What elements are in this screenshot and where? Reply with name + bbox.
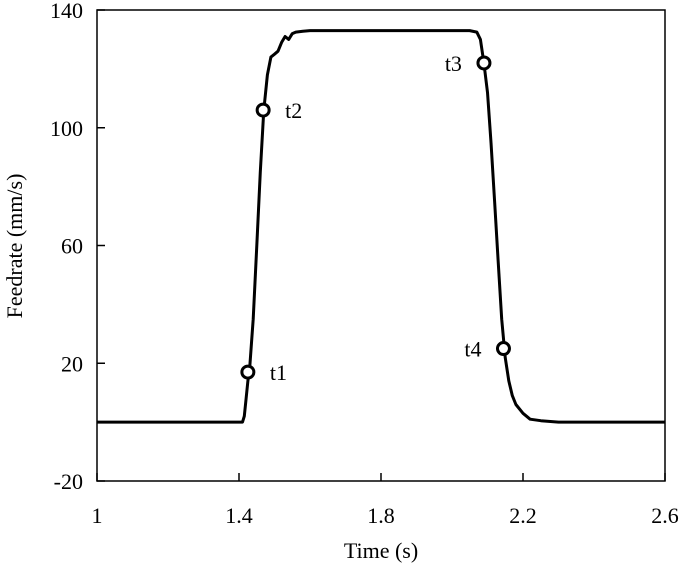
series-layer: [97, 29, 665, 424]
y-tick-label: 60: [61, 234, 83, 259]
marker-label-t3: t3: [445, 51, 462, 76]
y-tick-label: 100: [50, 116, 83, 141]
x-tick-label: 1: [92, 503, 103, 528]
plot-area: [97, 10, 665, 481]
feedrate-line: [97, 29, 665, 424]
marker-t2: [255, 102, 271, 118]
x-axis-title: Time (s): [344, 538, 418, 563]
y-axis-title: Feedrate (mm/s): [2, 174, 27, 319]
plot-background: [97, 10, 665, 481]
marker-label-t1: t1: [270, 360, 287, 385]
annotation-layer: t1 t2 t3 t4: [240, 51, 511, 385]
x-tick-label: 2.2: [509, 503, 537, 528]
x-tick-label: 1.4: [225, 503, 253, 528]
plot-frame: [96, 9, 666, 482]
marker-t4: [495, 341, 511, 357]
y-tick-label: 140: [50, 0, 83, 23]
marker-label-t2: t2: [285, 98, 302, 123]
marker-label-t4: t4: [464, 337, 481, 362]
axis-layer: 1 1.4 1.8 2.2 2.6 -20 20 60 100 140: [50, 0, 679, 528]
y-tick-label: 20: [61, 351, 83, 376]
marker-t3: [476, 55, 492, 71]
marker-t1: [240, 364, 256, 380]
x-tick-label: 1.8: [367, 503, 395, 528]
x-tick-label: 2.6: [651, 503, 679, 528]
y-tick-label: -20: [54, 469, 83, 494]
